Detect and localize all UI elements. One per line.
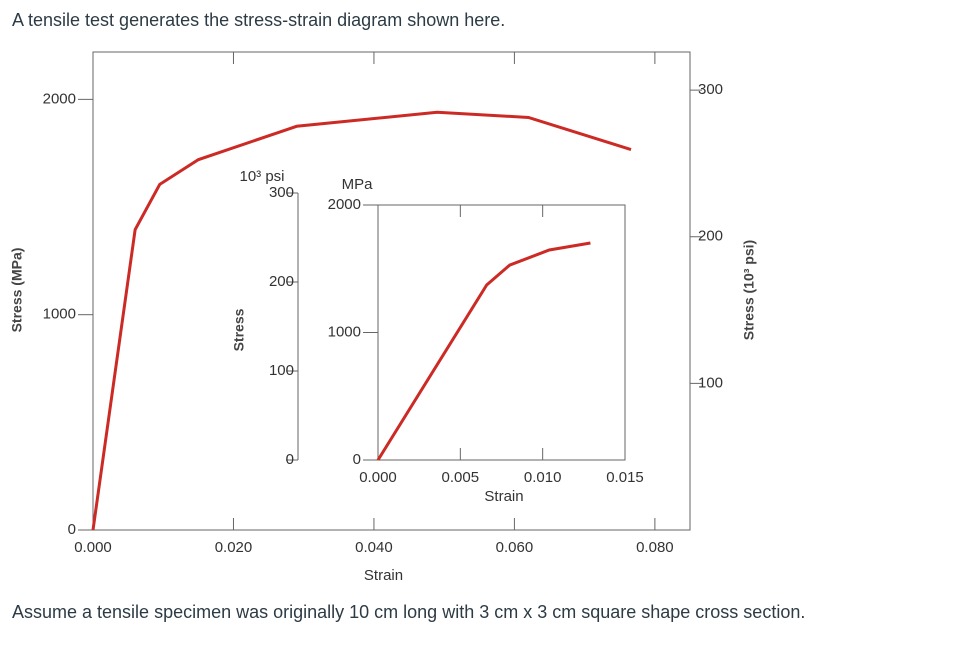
y2-axis-label: Stress (10³ psi): [741, 240, 757, 340]
y-tick-label: 1000: [328, 323, 361, 340]
stress-strain-curve: [91, 110, 632, 531]
y-axis-label: MPa: [342, 176, 374, 193]
x-axis-label: Strain: [364, 567, 403, 584]
plot-frame: [92, 51, 691, 531]
question-note: Assume a tensile specimen was originally…: [12, 602, 806, 622]
y-tick-label: 2000: [328, 196, 361, 213]
y2-tick-label: 200: [269, 273, 294, 290]
y2-tick-label: 200: [698, 228, 723, 245]
y-tick-label: 1000: [43, 306, 76, 323]
x-tick-label: 0.000: [74, 539, 112, 556]
chart: 0.000 0.020 0.040 0.060 0.080010002000100200…: [9, 51, 757, 584]
y-tick-label: 0: [68, 521, 76, 538]
y2-axis-label: 10³ psi: [239, 168, 284, 185]
x-tick-label: 0.040: [355, 539, 393, 556]
question-intro: A tensile test generates the stress-stra…: [12, 10, 506, 30]
x-tick-label: 0.000: [359, 469, 397, 486]
x-tick-label: 0.010: [524, 469, 562, 486]
y-tick-label: 2000: [43, 90, 76, 107]
stress-strain-curve: [376, 241, 591, 461]
y2-tick-label: 100: [698, 374, 723, 391]
y2-tick-label: 300: [269, 184, 294, 201]
x-tick-label: 0.015: [606, 469, 644, 486]
x-tick-label: 0.005: [442, 469, 480, 486]
y2-tick-label: 100: [269, 362, 294, 379]
x-tick-label: 0.080: [636, 539, 674, 556]
x-axis-label: Strain: [484, 488, 523, 505]
x-tick-label: 0.020: [215, 539, 253, 556]
y2-tick-label: 0: [286, 451, 294, 468]
x-tick-label: 0.060: [496, 539, 534, 556]
y-axis-label: Stress (MPa): [9, 248, 25, 333]
axis-title: Stress: [231, 308, 247, 351]
y-tick-label: 0: [353, 451, 361, 468]
y2-tick-label: 300: [698, 81, 723, 98]
